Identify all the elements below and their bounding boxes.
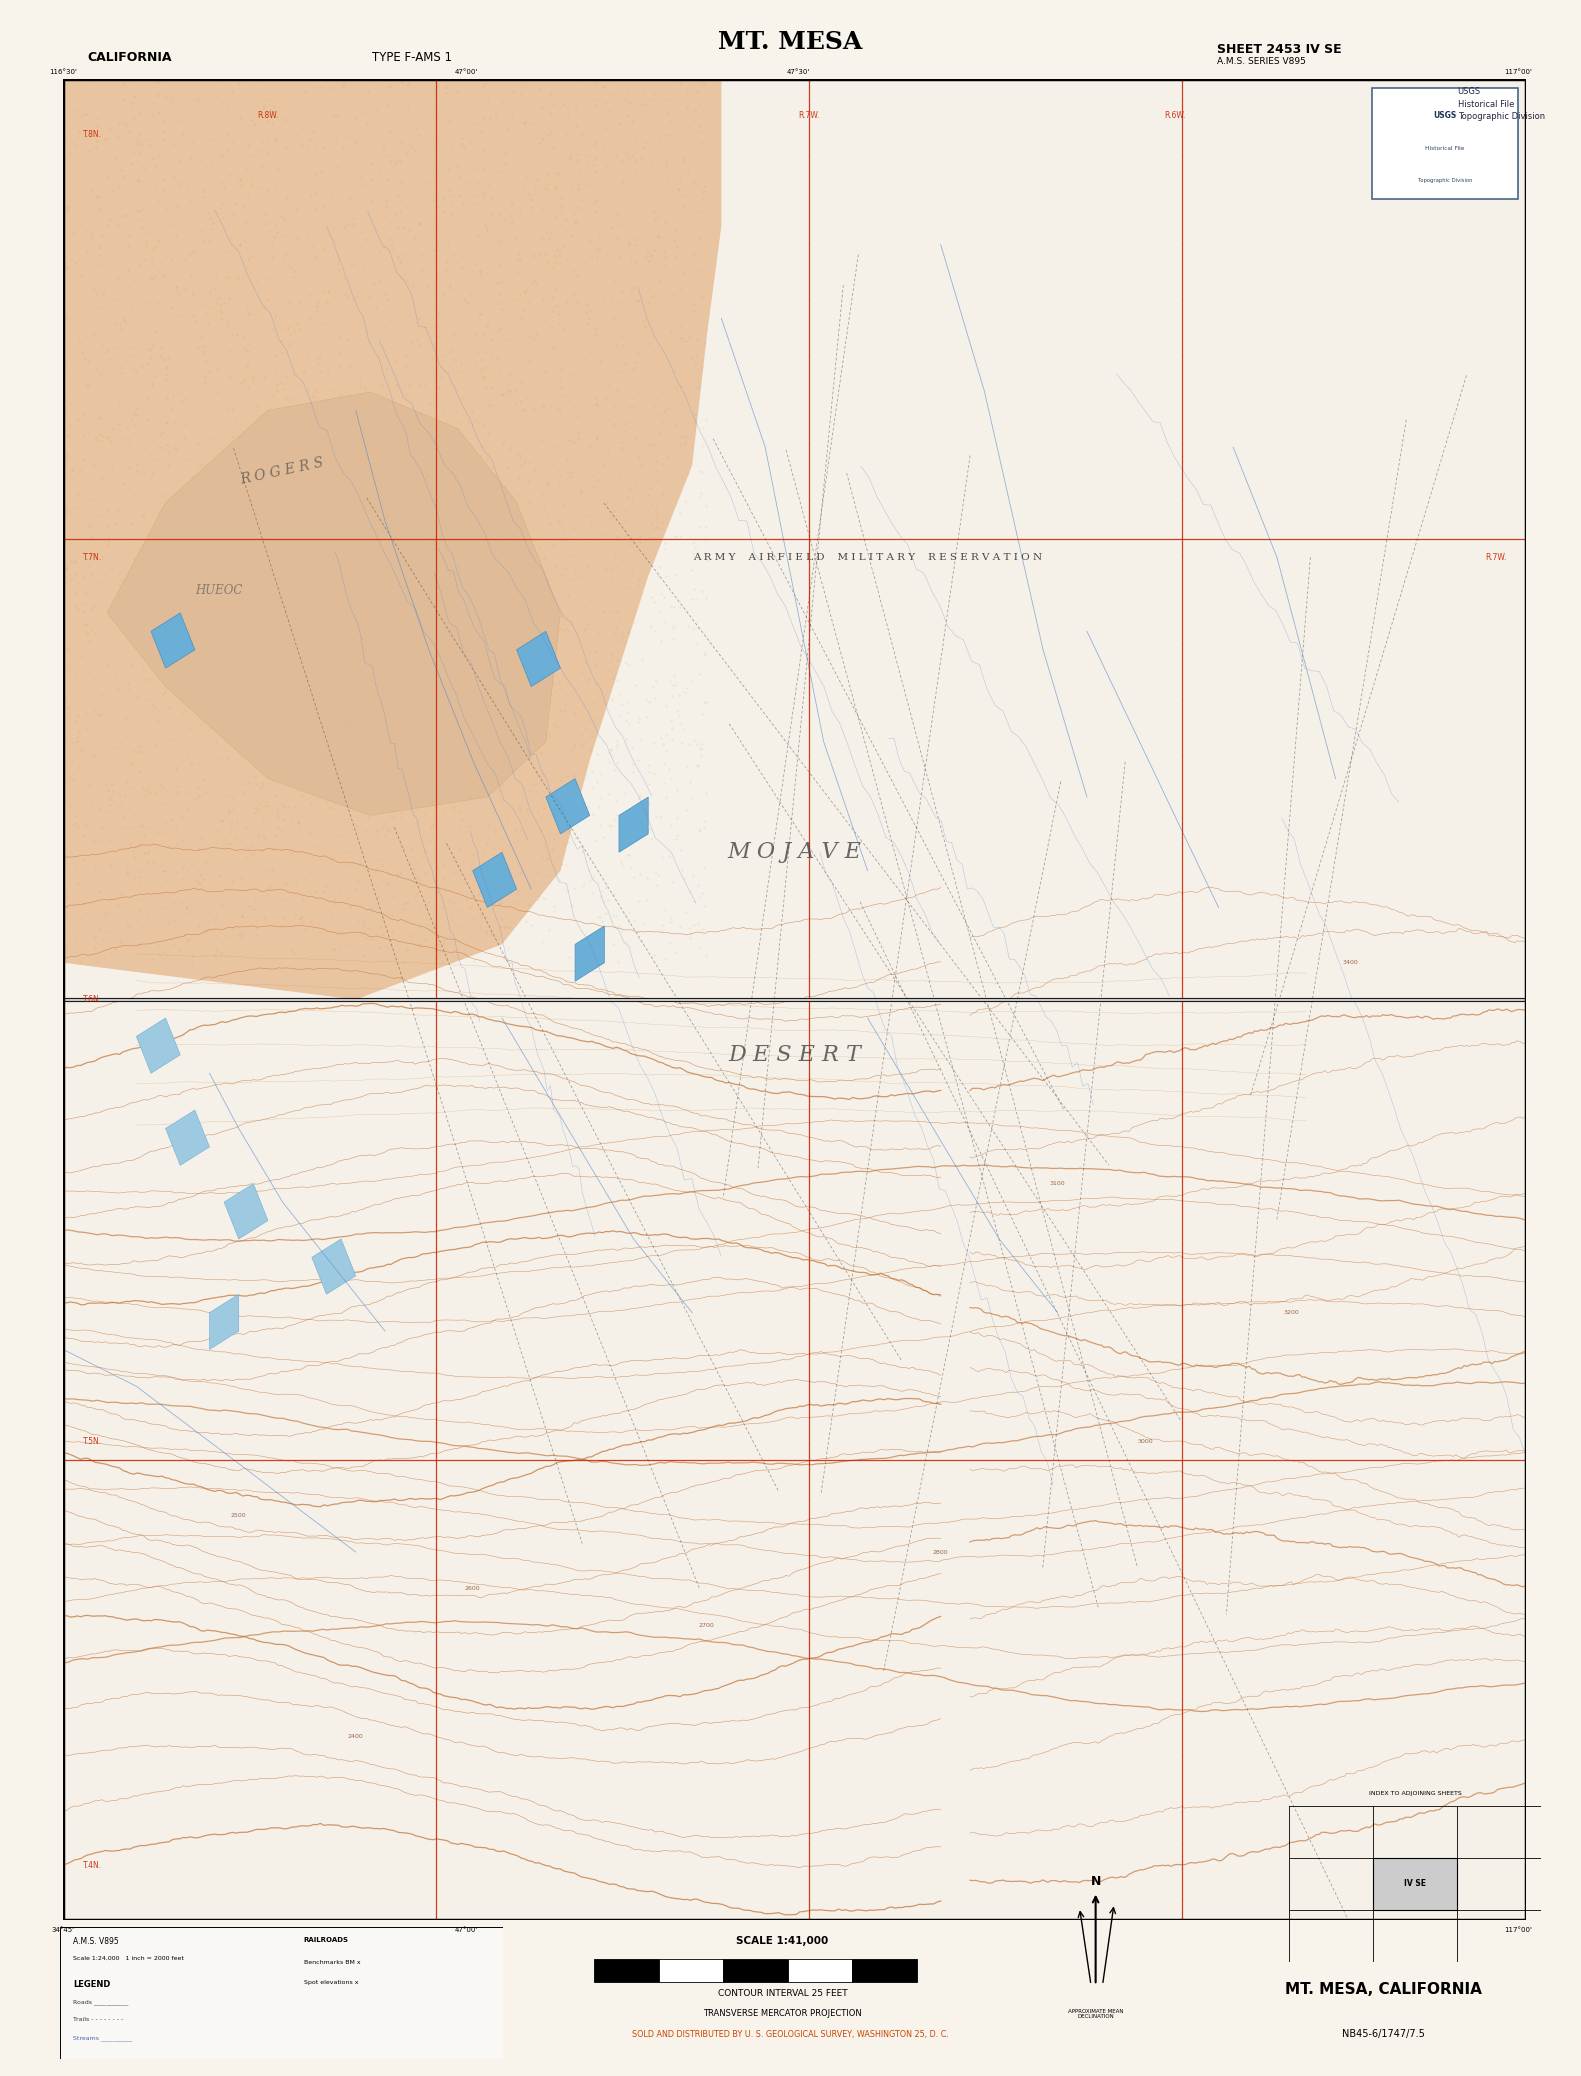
Bar <box>1372 1858 1458 1910</box>
Text: T.5N.: T.5N. <box>82 1437 103 1447</box>
Text: USGS
Historical File
Topographic Division: USGS Historical File Topographic Divisio… <box>1458 87 1545 120</box>
Text: 3000: 3000 <box>1138 1439 1153 1445</box>
Text: Streams __________: Streams __________ <box>73 2034 133 2041</box>
Text: 117°00': 117°00' <box>1504 1927 1532 1933</box>
Text: T.6N.: T.6N. <box>82 994 103 1005</box>
Polygon shape <box>225 1183 267 1239</box>
Text: RAILROADS: RAILROADS <box>304 1937 348 1943</box>
Bar <box>724 1960 787 1983</box>
Text: 2600: 2600 <box>465 1586 481 1592</box>
Polygon shape <box>63 79 721 1001</box>
Text: 47°00': 47°00' <box>455 69 477 75</box>
Text: SCALE 1:41,000: SCALE 1:41,000 <box>737 1935 828 1945</box>
Text: SOLD AND DISTRIBUTED BY U. S. GEOLOGICAL SURVEY, WASHINGTON 25, D. C.: SOLD AND DISTRIBUTED BY U. S. GEOLOGICAL… <box>632 2030 949 2039</box>
Text: 47°00': 47°00' <box>455 1927 477 1933</box>
Text: TRANSVERSE MERCATOR PROJECTION: TRANSVERSE MERCATOR PROJECTION <box>704 2010 862 2018</box>
Text: T.7N.: T.7N. <box>82 552 103 563</box>
Bar <box>594 1960 659 1983</box>
Text: R.7W.: R.7W. <box>798 112 821 120</box>
Text: R.7W.: R.7W. <box>1486 552 1507 563</box>
Text: 2800: 2800 <box>933 1549 949 1555</box>
Polygon shape <box>517 631 560 687</box>
Polygon shape <box>575 926 604 982</box>
Text: 116°30': 116°30' <box>49 69 77 75</box>
Text: R O G E R S: R O G E R S <box>239 455 324 488</box>
Text: T.4N.: T.4N. <box>82 1860 103 1870</box>
Text: MT. MESA: MT. MESA <box>718 29 863 54</box>
Text: R.8W.: R.8W. <box>258 112 278 120</box>
Text: SHEET 2453 IV SE: SHEET 2453 IV SE <box>1217 44 1342 56</box>
Text: HUEOC: HUEOC <box>194 585 242 598</box>
Text: LEGEND: LEGEND <box>73 1981 111 1989</box>
Bar <box>659 1960 724 1983</box>
Text: R.7W.: R.7W. <box>1486 129 1507 139</box>
Text: 3400: 3400 <box>1342 961 1358 965</box>
Text: USGS: USGS <box>1434 112 1456 120</box>
Text: Spot elevations x: Spot elevations x <box>304 1981 357 1985</box>
Text: A.M.S. SERIES V895: A.M.S. SERIES V895 <box>1217 58 1306 66</box>
Text: CALIFORNIA: CALIFORNIA <box>87 52 171 64</box>
Text: TYPE F-AMS 1: TYPE F-AMS 1 <box>372 52 452 64</box>
Polygon shape <box>311 1239 356 1293</box>
Text: D E S E R T: D E S E R T <box>727 1044 862 1065</box>
Text: Scale 1:24,000   1 inch = 2000 feet: Scale 1:24,000 1 inch = 2000 feet <box>73 1956 185 1960</box>
Text: MT. MESA, CALIFORNIA: MT. MESA, CALIFORNIA <box>1285 1983 1481 1997</box>
Text: Trails - - - - - - - -: Trails - - - - - - - - <box>73 2018 123 2022</box>
Text: T.8N.: T.8N. <box>82 129 103 139</box>
Text: M O J A V E: M O J A V E <box>727 841 862 864</box>
Text: INDEX TO ADJOINING SHEETS: INDEX TO ADJOINING SHEETS <box>1369 1792 1461 1796</box>
Text: Topographic Division: Topographic Division <box>1418 179 1472 183</box>
Text: 34°45': 34°45' <box>52 1927 74 1933</box>
Text: Historical File: Historical File <box>1426 147 1466 152</box>
Text: APPROXIMATE MEAN
DECLINATION: APPROXIMATE MEAN DECLINATION <box>1067 2010 1124 2020</box>
Text: Benchmarks BM x: Benchmarks BM x <box>304 1960 360 1964</box>
Polygon shape <box>209 1293 239 1349</box>
Text: A R M Y    A I R F I E L D    M I L I T A R Y    R E S E R V A T I O N: A R M Y A I R F I E L D M I L I T A R Y … <box>692 552 1042 563</box>
Text: 3200: 3200 <box>1284 1310 1300 1314</box>
Text: NB45-6/1747/7.5: NB45-6/1747/7.5 <box>1342 2028 1424 2039</box>
Text: R.6W.: R.6W. <box>1164 112 1186 120</box>
Bar <box>852 1960 917 1983</box>
Polygon shape <box>136 1017 180 1073</box>
Text: 2700: 2700 <box>699 1623 715 1628</box>
Polygon shape <box>473 853 517 907</box>
Bar <box>787 1960 852 1983</box>
Text: CONTOUR INTERVAL 25 FEET: CONTOUR INTERVAL 25 FEET <box>718 1989 847 1997</box>
Polygon shape <box>166 1111 209 1165</box>
Text: 47°30': 47°30' <box>787 69 809 75</box>
Text: IV SE: IV SE <box>1404 1879 1426 1889</box>
Text: N: N <box>1091 1875 1100 1887</box>
Polygon shape <box>152 612 194 668</box>
Text: 3100: 3100 <box>1050 1181 1066 1185</box>
Text: 2400: 2400 <box>348 1733 364 1740</box>
Polygon shape <box>108 392 560 816</box>
Text: 117°00': 117°00' <box>1504 69 1532 75</box>
Text: A.M.S. V895: A.M.S. V895 <box>73 1937 119 1945</box>
Text: Roads ___________: Roads ___________ <box>73 1999 128 2005</box>
FancyBboxPatch shape <box>1372 87 1518 199</box>
Polygon shape <box>545 778 590 835</box>
Text: 2500: 2500 <box>231 1513 247 1518</box>
Polygon shape <box>620 797 648 853</box>
